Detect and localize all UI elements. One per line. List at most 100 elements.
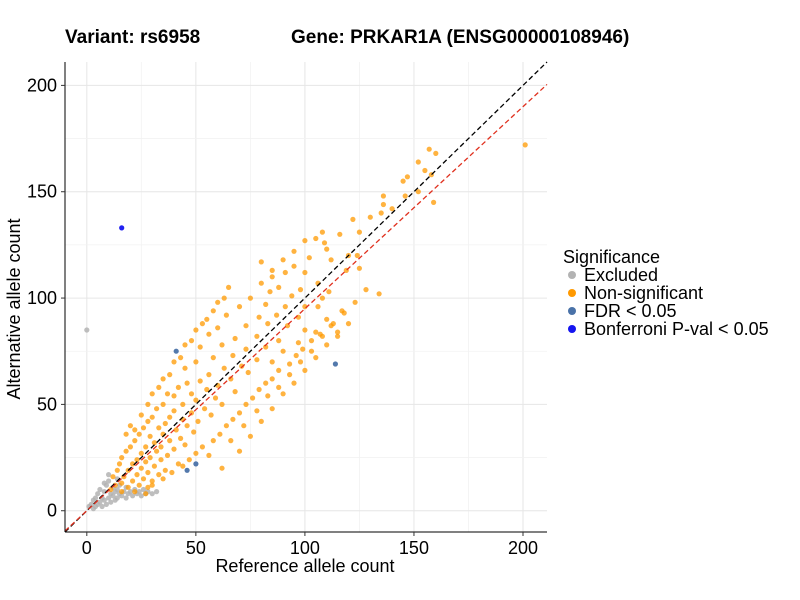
point-non-significant [132,427,138,433]
point-excluded [149,491,155,497]
point-non-significant [108,486,114,493]
point-non-significant [402,193,408,199]
legend-key-3 [568,325,576,333]
point-non-significant [134,472,140,478]
point-excluded [97,486,103,493]
point-non-significant [276,338,282,344]
point-non-significant [280,348,286,354]
point-non-significant [171,393,177,399]
point-non-significant [265,321,271,327]
point-non-significant [206,452,212,458]
point-non-significant [204,386,210,393]
point-excluded [110,493,116,499]
axes [64,62,547,533]
point-excluded [84,327,90,333]
point-non-significant [178,355,184,361]
point-non-significant [321,240,328,246]
point-non-significant [162,420,168,427]
point-fdr-0-05 [173,348,179,354]
point-non-significant [138,450,144,456]
point-non-significant [188,391,195,397]
point-non-significant [199,444,205,450]
legend: Significance ExcludedNon-significantFDR … [563,247,769,339]
point-non-significant [313,235,319,242]
point-non-significant [254,408,260,414]
point-non-significant [289,293,295,299]
point-non-significant [254,357,260,363]
point-non-significant [171,408,177,414]
legend-label: Excluded [584,265,658,285]
point-non-significant [164,452,171,458]
point-non-significant [297,359,304,365]
point-non-significant [380,201,386,208]
point-non-significant [274,312,280,318]
point-non-significant [110,474,116,480]
point-non-significant [167,372,173,378]
point-non-significant [127,423,133,429]
point-non-significant [241,423,247,429]
point-non-significant [134,457,140,463]
y-tick-label: 100 [27,288,57,308]
point-non-significant [350,216,356,222]
point-non-significant [151,440,157,446]
point-excluded [114,486,120,493]
point-non-significant [202,406,208,412]
chart-title-gene: Gene: PRKAR1A (ENSG00000108946) [291,27,629,48]
point-excluded [114,495,120,501]
point-non-significant [119,489,125,495]
point-non-significant [250,395,256,401]
point-non-significant [210,438,216,444]
point-excluded [138,493,144,499]
point-non-significant [191,429,197,435]
point-non-significant [130,461,136,467]
point-non-significant [287,361,293,367]
point-non-significant [195,418,201,424]
point-excluded [127,489,133,495]
point-non-significant [302,269,308,276]
legend-key-2 [568,307,576,315]
point-non-significant [247,295,253,301]
point-non-significant [236,448,243,454]
point-non-significant [228,438,234,444]
point-excluded [95,491,101,497]
point-non-significant [243,323,249,329]
point-non-significant [140,476,147,482]
point-non-significant [335,333,341,339]
point-excluded [101,497,107,503]
point-non-significant [276,367,282,373]
point-non-significant [145,401,151,407]
point-non-significant [158,457,164,463]
point-non-significant [335,329,341,335]
point-excluded [119,493,125,499]
point-non-significant [243,346,249,352]
point-non-significant [302,238,308,244]
point-non-significant [219,342,225,348]
point-non-significant [324,246,330,252]
point-fdr-0-05 [184,467,190,473]
point-non-significant [269,359,275,365]
point-non-significant [258,259,264,265]
legend-label: Bonferroni P-val < 0.05 [584,319,769,339]
point-non-significant [149,391,155,397]
point-non-significant [302,367,308,373]
point-non-significant [243,401,249,407]
point-non-significant [337,231,343,237]
point-non-significant [197,344,203,350]
point-non-significant [127,444,133,450]
point-non-significant [184,380,190,386]
point-fdr-0-05 [332,361,338,367]
point-non-significant [197,378,203,384]
point-non-significant [306,255,312,261]
point-non-significant [136,482,142,488]
point-non-significant [297,287,304,293]
point-non-significant [182,442,188,448]
point-non-significant [167,414,173,420]
point-non-significant [245,369,251,376]
point-non-significant [186,457,192,463]
point-non-significant [193,359,199,365]
point-non-significant [206,372,212,378]
point-non-significant [147,455,153,461]
point-fdr-0-05 [193,461,199,467]
point-non-significant [295,340,301,346]
y-tick-label: 150 [27,182,57,202]
